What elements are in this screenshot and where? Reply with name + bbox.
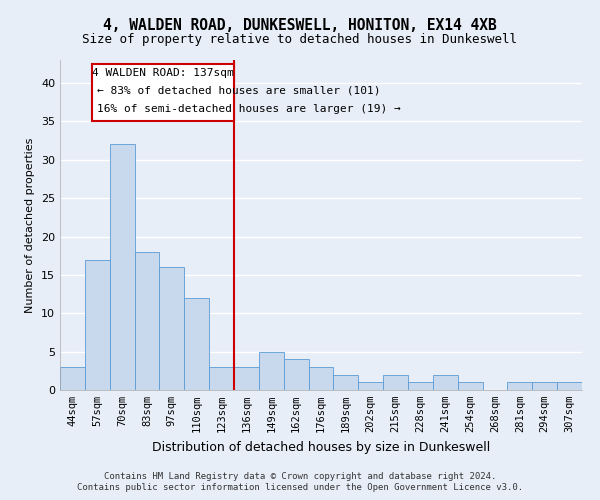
Bar [134,252,160,390]
Bar [334,374,358,390]
Text: 4, WALDEN ROAD, DUNKESWELL, HONITON, EX14 4XB: 4, WALDEN ROAD, DUNKESWELL, HONITON, EX1… [103,18,497,32]
X-axis label: Distribution of detached houses by size in Dunkeswell: Distribution of detached houses by size … [152,440,490,454]
Bar [532,382,557,390]
Text: 4 WALDEN ROAD: 137sqm: 4 WALDEN ROAD: 137sqm [92,68,234,78]
Bar [234,367,259,390]
Bar [508,382,532,390]
Text: Contains HM Land Registry data © Crown copyright and database right 2024.: Contains HM Land Registry data © Crown c… [104,472,496,481]
Bar [259,352,284,390]
Bar [284,360,308,390]
FancyBboxPatch shape [92,64,234,122]
Text: Size of property relative to detached houses in Dunkeswell: Size of property relative to detached ho… [83,32,517,46]
Bar [433,374,458,390]
Bar [458,382,482,390]
Bar [308,367,334,390]
Y-axis label: Number of detached properties: Number of detached properties [25,138,35,312]
Text: ← 83% of detached houses are smaller (101): ← 83% of detached houses are smaller (10… [97,86,381,96]
Bar [209,367,234,390]
Bar [557,382,582,390]
Bar [358,382,383,390]
Text: Contains public sector information licensed under the Open Government Licence v3: Contains public sector information licen… [77,484,523,492]
Bar [60,367,85,390]
Bar [85,260,110,390]
Bar [184,298,209,390]
Bar [408,382,433,390]
Bar [160,267,184,390]
Bar [383,374,408,390]
Text: 16% of semi-detached houses are larger (19) →: 16% of semi-detached houses are larger (… [97,104,401,114]
Bar [110,144,134,390]
